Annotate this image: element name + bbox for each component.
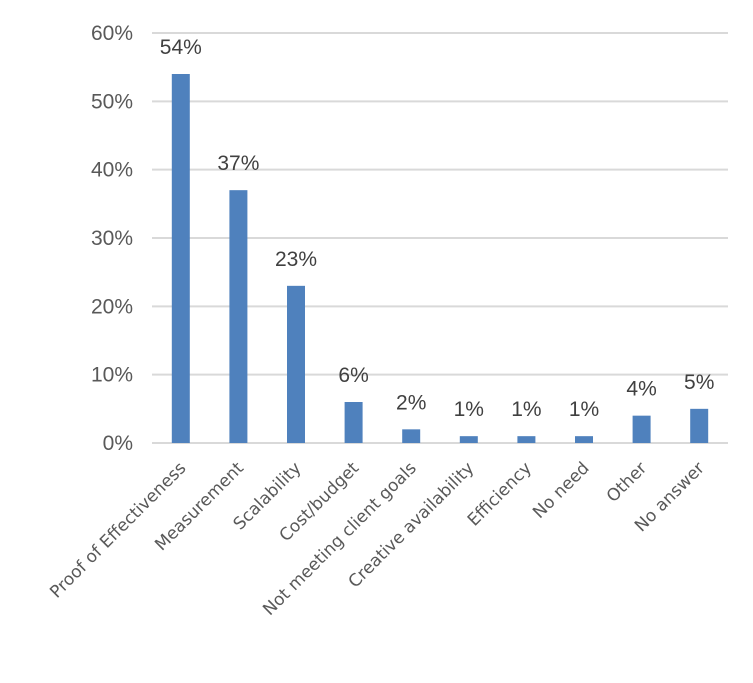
bar [229,190,248,443]
data-label: 37% [217,152,259,175]
x-category-label: No need [529,458,593,522]
bar [344,402,363,443]
data-label: 1% [569,398,599,421]
bar [517,436,536,443]
bar [287,285,305,443]
data-label: 1% [454,398,484,421]
data-label: 23% [275,248,317,271]
data-label: 54% [160,36,202,59]
bar [575,436,593,443]
bar [402,429,421,443]
bar [632,415,651,443]
y-tick-label: 40% [91,159,133,182]
y-tick-label: 0% [103,432,133,455]
gridlines [152,32,728,444]
bars [171,74,709,443]
y-axis-ticks: 0% 10% 20% 30% 40% 50% 60% [91,22,133,455]
data-label: 6% [338,364,368,387]
x-category-label: Other [603,458,651,506]
data-label: 4% [626,378,656,401]
data-label: 1% [511,398,541,421]
y-tick-label: 60% [91,22,133,45]
bar [459,436,478,443]
data-label: 2% [396,391,426,414]
bar [690,408,709,443]
data-labels: 54% 37% 23% 6% 2% 1% 1% 1% 4% 5% [160,36,715,421]
y-tick-label: 50% [91,90,133,113]
y-tick-label: 20% [91,295,133,318]
y-tick-label: 10% [91,364,133,387]
data-label: 5% [684,371,714,394]
bar [171,74,190,443]
x-axis-categories: Proof of EffectivenessMeasurementScalabi… [46,458,708,620]
y-tick-label: 30% [91,227,133,250]
